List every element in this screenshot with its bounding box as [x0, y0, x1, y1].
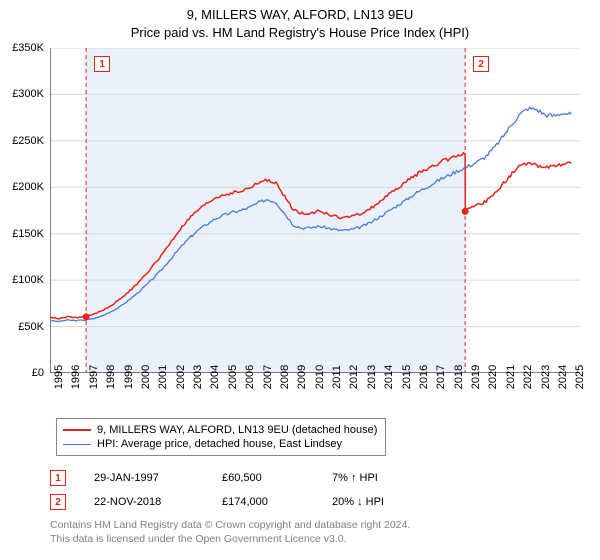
footer-line1: Contains HM Land Registry data © Crown c…: [50, 518, 410, 532]
event-delta: 20% ↓ HPI: [332, 496, 422, 508]
x-tick-label: 2023: [540, 365, 552, 389]
legend-swatch: [63, 429, 91, 431]
event-price: £60,500: [222, 472, 304, 484]
event-row: 2 22-NOV-2018 £174,000 20% ↓ HPI: [50, 490, 422, 514]
y-tick-label: £100K: [12, 274, 44, 286]
x-tick-label: 2008: [279, 365, 291, 389]
x-tick-label: 2002: [175, 365, 187, 389]
y-tick-label: £0: [32, 367, 44, 379]
x-tick-label: 2013: [366, 365, 378, 389]
plot-svg: [50, 48, 580, 373]
title-address: 9, MILLERS WAY, ALFORD, LN13 9EU: [0, 6, 600, 24]
legend-label: HPI: Average price, detached house, East…: [97, 438, 342, 450]
x-tick-label: 2001: [157, 365, 169, 389]
chart-container: 9, MILLERS WAY, ALFORD, LN13 9EU Price p…: [0, 0, 600, 560]
x-tick-label: 1995: [53, 365, 65, 389]
legend-row: HPI: Average price, detached house, East…: [63, 437, 377, 451]
title-block: 9, MILLERS WAY, ALFORD, LN13 9EU Price p…: [0, 0, 600, 42]
x-tick-label: 1997: [88, 365, 100, 389]
footer: Contains HM Land Registry data © Crown c…: [50, 518, 410, 546]
x-tick-label: 2010: [314, 365, 326, 389]
x-tick-label: 2020: [487, 365, 499, 389]
x-tick-label: 2018: [453, 365, 465, 389]
event-price: £174,000: [222, 496, 304, 508]
x-tick-label: 2022: [522, 365, 534, 389]
x-tick-label: 2000: [140, 365, 152, 389]
x-tick-label: 2017: [435, 365, 447, 389]
y-tick-label: £350K: [12, 42, 44, 54]
footer-line2: This data is licensed under the Open Gov…: [50, 532, 410, 546]
event-date: 29-JAN-1997: [94, 472, 194, 484]
x-tick-label: 2016: [418, 365, 430, 389]
x-tick-label: 2011: [331, 365, 343, 389]
plot-marker-box: 2: [473, 56, 489, 72]
x-tick-label: 2024: [557, 365, 569, 389]
legend-row: 9, MILLERS WAY, ALFORD, LN13 9EU (detach…: [63, 423, 377, 437]
x-tick-label: 2005: [227, 365, 239, 389]
event-delta: 7% ↑ HPI: [332, 472, 422, 484]
x-tick-label: 1998: [105, 365, 117, 389]
plot-marker-box: 1: [94, 56, 110, 72]
y-tick-label: £200K: [12, 181, 44, 193]
x-tick-label: 2025: [574, 365, 586, 389]
event-date: 22-NOV-2018: [94, 496, 194, 508]
event-row: 1 29-JAN-1997 £60,500 7% ↑ HPI: [50, 466, 422, 490]
y-axis: £0£50K£100K£150K£200K£250K£300K£350K: [0, 48, 48, 373]
x-tick-label: 2006: [244, 365, 256, 389]
plot-area: 12: [50, 48, 580, 373]
y-tick-label: £300K: [12, 88, 44, 100]
title-subtitle: Price paid vs. HM Land Registry's House …: [0, 24, 600, 42]
event-list: 1 29-JAN-1997 £60,500 7% ↑ HPI 2 22-NOV-2018 £…: [50, 466, 422, 514]
x-tick-label: 2004: [209, 365, 221, 389]
x-tick-label: 2007: [262, 365, 274, 389]
y-tick-label: £150K: [12, 228, 44, 240]
x-tick-label: 2015: [401, 365, 413, 389]
x-tick-label: 2021: [505, 365, 517, 389]
legend: 9, MILLERS WAY, ALFORD, LN13 9EU (detach…: [56, 418, 386, 456]
y-tick-label: £250K: [12, 135, 44, 147]
x-tick-label: 1999: [123, 365, 135, 389]
y-tick-label: £50K: [18, 321, 44, 333]
legend-swatch: [63, 444, 91, 445]
x-tick-label: 2014: [383, 365, 395, 389]
legend-label: 9, MILLERS WAY, ALFORD, LN13 9EU (detach…: [97, 424, 377, 436]
x-tick-label: 2019: [470, 365, 482, 389]
x-tick-label: 1996: [70, 365, 82, 389]
x-tick-label: 2009: [296, 365, 308, 389]
x-axis: 1995199619971998199920002001200220032004…: [50, 373, 580, 415]
x-tick-label: 2003: [192, 365, 204, 389]
event-marker-box: 1: [50, 470, 66, 486]
x-tick-label: 2012: [348, 365, 360, 389]
event-marker-box: 2: [50, 494, 66, 510]
